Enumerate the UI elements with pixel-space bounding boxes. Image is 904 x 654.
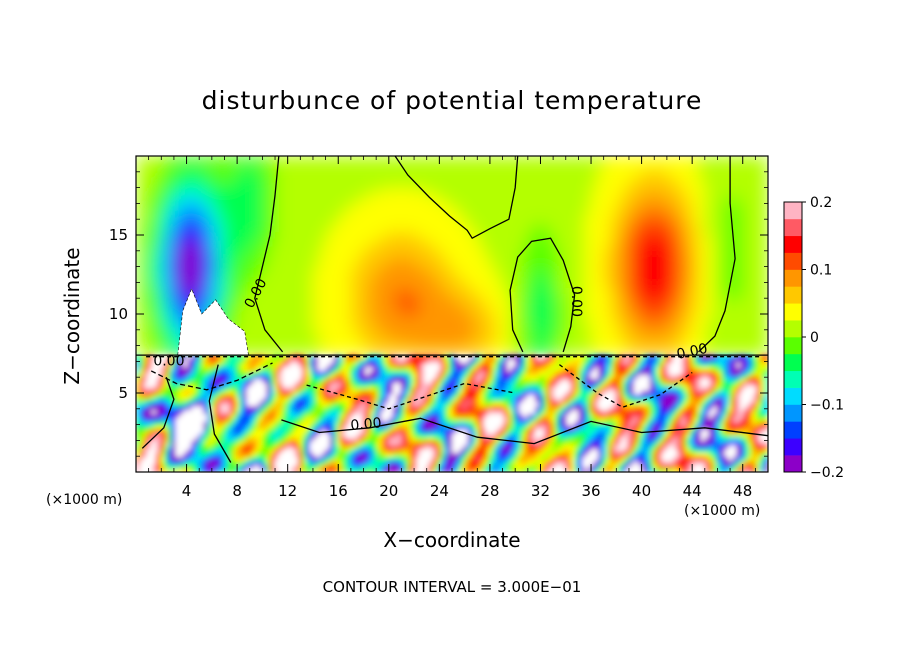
colorbar-segment-8 <box>784 320 802 338</box>
contour-lines <box>136 156 768 463</box>
colorbar-segment-5 <box>784 370 802 388</box>
chart-title: disturbunce of potential temperature <box>201 86 703 115</box>
colorbar-segment-11 <box>784 269 802 287</box>
colorbar-label-1: 0.1 <box>810 263 832 279</box>
colorbar: 0.2 0.1 0 −0.1 −0.2 <box>783 195 844 481</box>
colorbar-segment-12 <box>784 252 802 270</box>
x-tick-label-8: 8 <box>232 482 242 500</box>
colorbar-label-0: 0.2 <box>810 195 832 211</box>
colorbar-segment-6 <box>784 353 802 372</box>
x-tick-label-40: 40 <box>632 482 651 500</box>
y-tick-label-5: 5 <box>118 384 128 402</box>
y-tick-label-15: 15 <box>109 226 128 244</box>
colorbar-segment-4 <box>784 387 802 405</box>
colorbar-segment-7 <box>784 337 802 355</box>
y-axis: 5 10 15 <box>109 171 768 457</box>
x-axis: 4 8 12 16 20 24 28 32 36 40 44 48 <box>148 156 756 500</box>
x-tick-label-44: 44 <box>683 482 702 500</box>
colorbar-segment-1 <box>784 438 802 456</box>
x-axis-label: X−coordinate <box>383 528 521 552</box>
contour-label-2: 0.00 <box>675 341 709 363</box>
colorbar-label-2: 0 <box>810 330 819 346</box>
colorbar-segment-9 <box>784 303 802 321</box>
contour-label-1: 0.00 <box>568 286 584 317</box>
x-unit-right: (×1000 m) <box>684 503 761 519</box>
y-axis-label: Z−coordinate <box>60 247 84 385</box>
colorbar-segment-10 <box>784 286 802 304</box>
x-tick-label-16: 16 <box>329 482 348 500</box>
colorbar-segment-0 <box>784 455 802 473</box>
colorbar-segment-3 <box>784 404 802 422</box>
heatmap-field <box>136 156 768 472</box>
x-unit-left: (×1000 m) <box>46 492 123 508</box>
colorbar-segment-14 <box>784 218 802 237</box>
contour-label-4: 0.00 <box>153 353 184 369</box>
y-tick-label-10: 10 <box>109 305 128 323</box>
x-tick-label-36: 36 <box>581 482 600 500</box>
contour-interval: CONTOUR INTERVAL = 3.000E−01 <box>322 578 582 596</box>
colorbar-label-3: −0.1 <box>810 398 844 414</box>
colorbar-segment-2 <box>784 421 802 439</box>
x-tick-label-24: 24 <box>430 482 449 500</box>
x-tick-label-4: 4 <box>182 482 192 500</box>
x-tick-label-48: 48 <box>733 482 752 500</box>
x-tick-label-28: 28 <box>480 482 499 500</box>
contour-labels: 0.00 0.000.000.000.00 <box>153 276 709 434</box>
x-tick-label-20: 20 <box>379 482 398 500</box>
x-tick-label-12: 12 <box>278 482 297 500</box>
contour-label-3: 0.00 <box>350 415 382 434</box>
colorbar-label-4: −0.2 <box>810 465 844 481</box>
x-tick-label-32: 32 <box>531 482 550 500</box>
colorbar-segment-15 <box>784 202 802 220</box>
colorbar-segment-13 <box>784 235 802 253</box>
